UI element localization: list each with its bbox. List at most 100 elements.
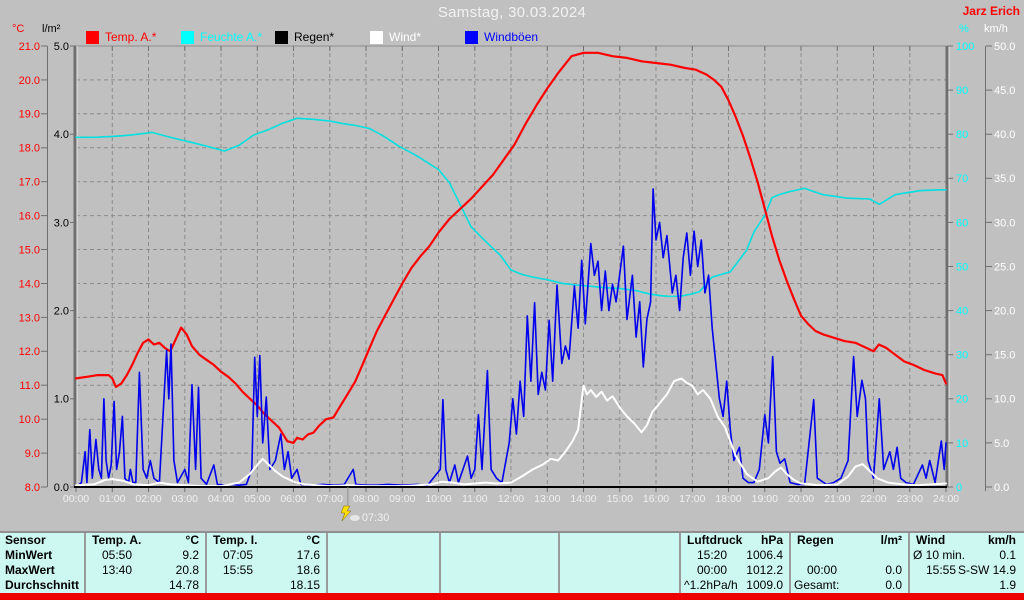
table-cell-time bbox=[560, 563, 576, 578]
wind-axis-unit-label: km/h bbox=[984, 23, 1008, 35]
table-cell-time: 05:50 bbox=[102, 548, 133, 562]
table-row-label: Sensor bbox=[5, 533, 46, 547]
x-axis-label: 00:00 bbox=[63, 493, 89, 505]
table-row: 00:00 1012.2 bbox=[681, 563, 789, 578]
humidity-axis-label: 90 bbox=[956, 85, 968, 97]
x-axis-label: 09:00 bbox=[389, 493, 415, 505]
table-cell-time: Ø 10 min. bbox=[913, 548, 966, 562]
temp-axis-label: 16.0 bbox=[19, 210, 40, 222]
temp-axis-label: 21.0 bbox=[19, 41, 40, 53]
table-row: ^1.2hPa/h 1009.0 bbox=[681, 578, 789, 593]
temp-axis-label: 13.0 bbox=[19, 312, 40, 324]
temp-axis-label: 10.0 bbox=[19, 414, 40, 426]
humidity-axis-unit-label: % bbox=[959, 23, 969, 35]
sunrise-lightning-icon bbox=[340, 505, 352, 522]
wind-axis-label: 40.0 bbox=[994, 129, 1015, 141]
table-header-unit: hPa bbox=[760, 533, 783, 547]
table-column-empty bbox=[558, 533, 679, 595]
table-cell-value: 1009.0 bbox=[746, 578, 783, 592]
temp-axis-label: 17.0 bbox=[19, 177, 40, 189]
table-row: 05:50 9.2 bbox=[86, 548, 205, 563]
table-cell-time bbox=[791, 548, 807, 563]
x-axis-label: 11:00 bbox=[462, 493, 488, 505]
table-header-unit: l/m² bbox=[880, 533, 902, 547]
table-row-label-column: Sensor MinWert MaxWert Durchschnitt bbox=[0, 533, 84, 595]
legend-item-label: Temp. A.* bbox=[105, 30, 157, 44]
table-cell-time: Gesamt: bbox=[794, 578, 840, 592]
humidity-axis-label: 40 bbox=[956, 305, 968, 317]
legend-item: Temp. A.* bbox=[86, 29, 156, 45]
wind-axis-label: 30.0 bbox=[994, 217, 1015, 229]
temp-axis-label: 19.0 bbox=[19, 109, 40, 121]
table-column-wind: Wind km/h Ø 10 min. 0.1 15:55 S-SW 14.9 1.9 bbox=[908, 533, 1022, 595]
wind-axis-label: 35.0 bbox=[994, 173, 1015, 185]
wind-axis-label: 25.0 bbox=[994, 261, 1015, 273]
table-row bbox=[328, 563, 439, 578]
table-row bbox=[791, 548, 908, 563]
temp-axis-label: 8.0 bbox=[25, 482, 40, 494]
table-cell-value: 17.6 bbox=[296, 548, 320, 562]
rain-axis-unit-label: l/m² bbox=[42, 23, 61, 35]
wind-axis-label: 20.0 bbox=[994, 305, 1015, 317]
series-feuchtea-line bbox=[75, 117, 947, 298]
bottom-red-bar bbox=[0, 593, 1024, 600]
legend-item: Regen* bbox=[275, 29, 334, 45]
x-axis-label: 22:00 bbox=[860, 493, 886, 505]
series-wind-line bbox=[75, 377, 947, 488]
table-row bbox=[560, 563, 679, 578]
legend-item-label: Windböen bbox=[484, 30, 539, 44]
wind-axis-label: 5.0 bbox=[994, 438, 1009, 450]
temp-axis-label: 12.0 bbox=[19, 346, 40, 358]
series-tempa-line bbox=[74, 51, 948, 444]
table-cell-time bbox=[441, 548, 457, 563]
table-row: 07:05 17.6 bbox=[207, 548, 326, 563]
table-cell-value: 18.6 bbox=[296, 563, 320, 577]
legend-swatch-icon bbox=[275, 30, 288, 44]
table-header-name: Wind bbox=[916, 533, 946, 547]
table-row: 15:55 18.6 bbox=[207, 563, 326, 578]
table-row: 00:00 0.0 bbox=[791, 563, 908, 578]
summary-table: Sensor MinWert MaxWert Durchschnitt Temp. A.… bbox=[0, 531, 1024, 595]
table-column-regen: Regen l/m² 00:00 0.0 Gesamt: 0.0 bbox=[789, 533, 908, 595]
x-axis-label: 17:00 bbox=[679, 493, 705, 505]
humidity-axis-label: 0 bbox=[956, 482, 962, 494]
table-column-temp-i: Temp. I. °C 07:05 17.6 15:55 18.6 18.15 bbox=[205, 533, 326, 595]
table-cell-time bbox=[86, 578, 102, 593]
legend: Temp. A.* Feuchte A.* Regen* Wind* Windböen bbox=[0, 29, 1024, 45]
x-axis-label: 19:00 bbox=[752, 493, 778, 505]
table-row: 13:40 20.8 bbox=[86, 563, 205, 578]
table-row: 15:20 1006.4 bbox=[681, 548, 789, 563]
table-cell-value: 1012.2 bbox=[746, 563, 783, 577]
table-column-luftdruck: Luftdruck hPa 15:20 1006.4 00:00 1012.2 ^1.2hP… bbox=[679, 533, 789, 595]
table-header-name: Luftdruck bbox=[687, 533, 743, 547]
table-header-name bbox=[328, 533, 334, 548]
x-axis-label: 24:00 bbox=[933, 493, 959, 505]
table-header-name: Regen bbox=[797, 533, 834, 547]
rain-axis-label: 5.0 bbox=[54, 41, 69, 53]
x-axis-label: 18:00 bbox=[715, 493, 741, 505]
rain-axis-label: 2.0 bbox=[54, 305, 69, 317]
table-cell-time bbox=[560, 548, 576, 563]
temp-axis-label: 11.0 bbox=[19, 380, 40, 392]
x-axis-label: 21:00 bbox=[824, 493, 850, 505]
humidity-axis-label: 30 bbox=[956, 350, 968, 362]
legend-item-label: Wind* bbox=[389, 30, 422, 44]
temp-axis-label: 9.0 bbox=[25, 448, 40, 460]
humidity-axis-label: 70 bbox=[956, 173, 968, 185]
legend-item: Windböen bbox=[465, 29, 538, 45]
humidity-axis-label: 50 bbox=[956, 261, 968, 273]
table-cell-time bbox=[441, 563, 457, 578]
rain-axis-label: 3.0 bbox=[54, 217, 69, 229]
sunrise-marker: 07:30 bbox=[340, 487, 389, 524]
table-header-unit: °C bbox=[185, 533, 199, 547]
table-header-unit: °C bbox=[306, 533, 320, 547]
x-axis-label: 04:00 bbox=[208, 493, 234, 505]
x-axis-label: 08:00 bbox=[353, 493, 379, 505]
wind-axis-label: 10.0 bbox=[994, 394, 1015, 406]
legend-swatch-icon bbox=[465, 30, 478, 44]
table-cell-time: 15:55 bbox=[223, 563, 254, 577]
x-axis-label: 15:00 bbox=[607, 493, 633, 505]
table-header-unit: km/h bbox=[987, 533, 1016, 547]
table-cell-time bbox=[328, 548, 344, 563]
table-row-label: MaxWert bbox=[5, 563, 55, 577]
